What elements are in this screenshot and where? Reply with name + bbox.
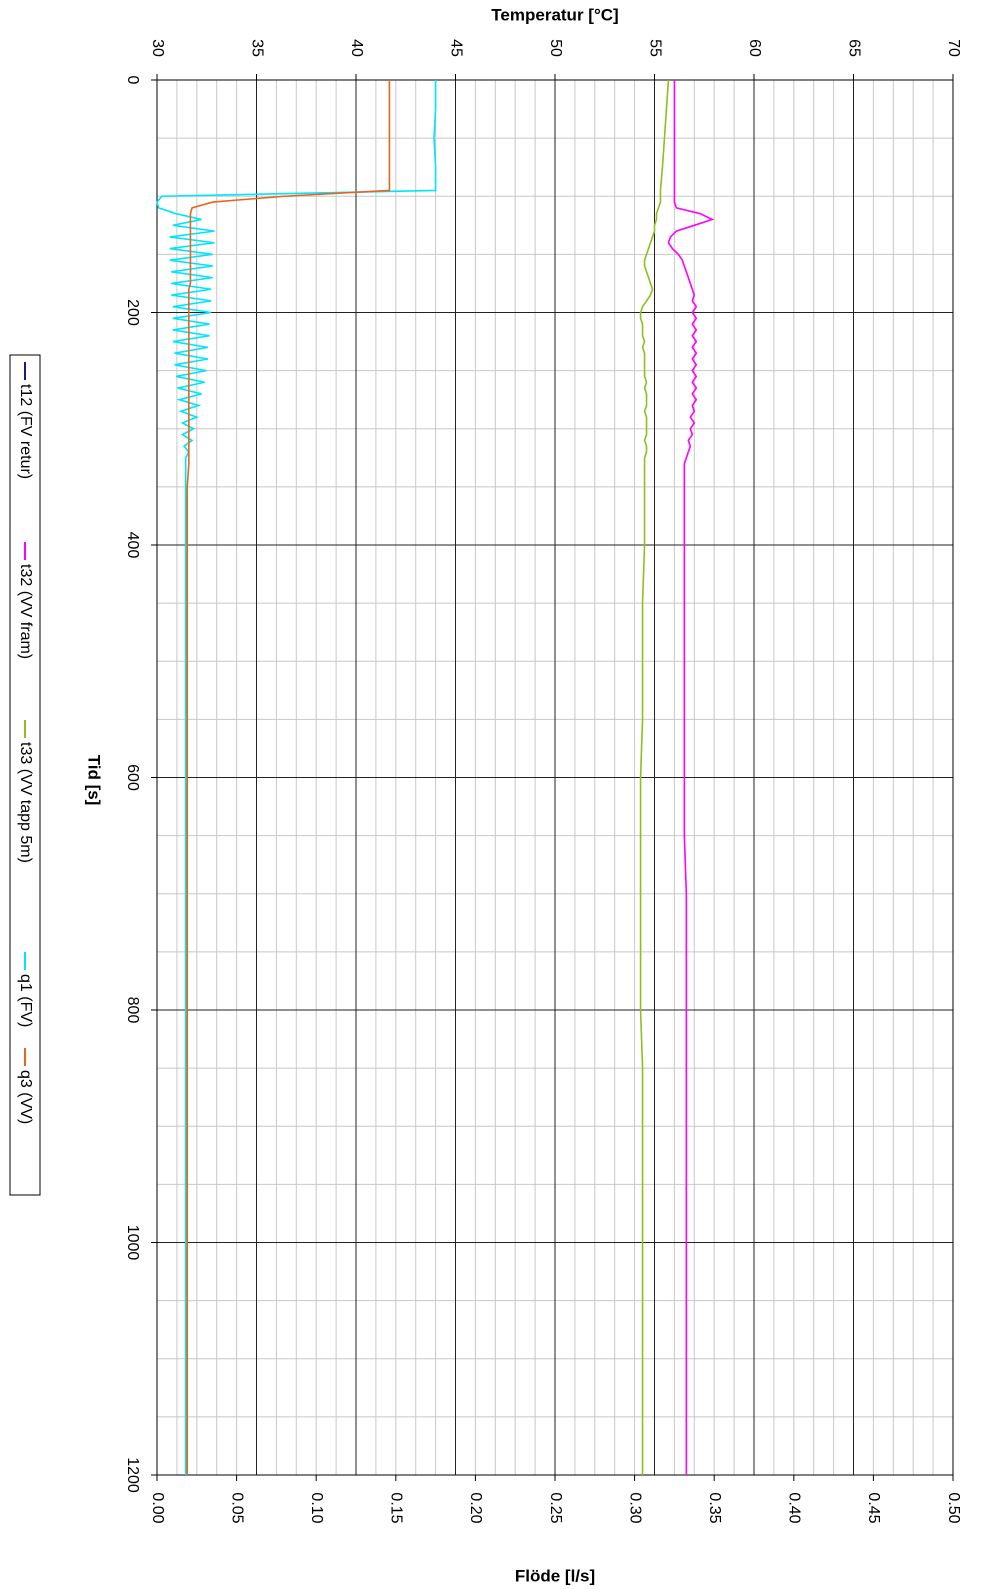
- x-axis-title: Tid [s]: [85, 755, 104, 806]
- y2-tick-label: 0.20: [467, 1492, 484, 1523]
- y-tick-label: 40: [348, 39, 365, 57]
- y-tick-label: 45: [447, 39, 464, 57]
- x-tick-label: 0: [124, 76, 141, 85]
- legend-label: t33 (VV tapp 5m): [17, 742, 34, 863]
- legend-label: t12 (FV retur): [17, 384, 34, 479]
- y2-tick-label: 0.10: [308, 1492, 325, 1523]
- y2-tick-label: 0.40: [786, 1492, 803, 1523]
- y2-tick-label: 0.25: [547, 1492, 564, 1523]
- y2-tick-label: 0.05: [228, 1492, 245, 1523]
- y-tick-label: 55: [646, 39, 663, 57]
- y-tick-label: 60: [746, 39, 763, 57]
- y2-tick-label: 0.15: [388, 1492, 405, 1523]
- legend-label: q3 (VV): [17, 1070, 34, 1124]
- x-tick-label: 400: [124, 532, 141, 559]
- series-line: [186, 80, 391, 1475]
- y2-tick-label: 0.45: [865, 1492, 882, 1523]
- series-line: [156, 80, 437, 1475]
- y2-tick-label: 0.30: [626, 1492, 643, 1523]
- x-tick-label: 200: [124, 299, 141, 326]
- y-tick-label: 65: [845, 39, 862, 57]
- y-tick-label: 35: [248, 39, 265, 57]
- y2-tick-label: 0.00: [149, 1492, 166, 1523]
- x-tick-label: 1200: [124, 1457, 141, 1493]
- y-tick-label: 70: [945, 39, 962, 57]
- y2-tick-label: 0.35: [706, 1492, 723, 1523]
- x-tick-label: 800: [124, 997, 141, 1024]
- legend-label: q1 (FV): [17, 974, 34, 1027]
- y2-axis-title: Flöde [l/s]: [515, 1566, 595, 1585]
- y-tick-label: 50: [547, 39, 564, 57]
- x-tick-label: 1000: [124, 1225, 141, 1261]
- y2-tick-label: 0.50: [945, 1492, 962, 1523]
- legend-label: t32 (VV fram): [17, 564, 34, 659]
- x-tick-label: 600: [124, 764, 141, 791]
- series-line: [667, 80, 715, 1475]
- series-line: [639, 79, 670, 1475]
- plot-border: [156, 79, 954, 1476]
- y-tick-label: 30: [149, 39, 166, 57]
- y-axis-title: Temperatur [°C]: [491, 5, 618, 24]
